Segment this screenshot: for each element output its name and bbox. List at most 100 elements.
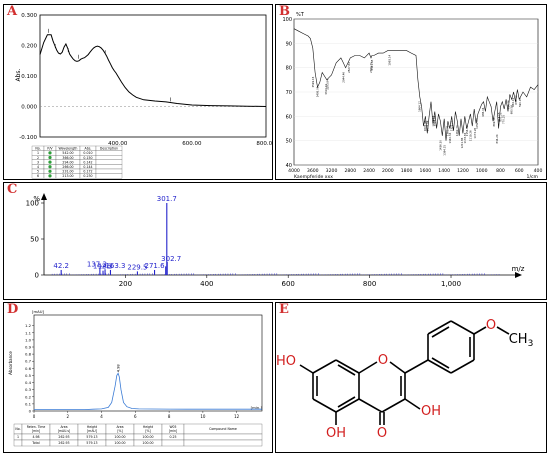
table-header-text: Abs. xyxy=(85,147,92,151)
table-cell-text: 366.00 xyxy=(62,156,73,160)
x-tick-label: 800 xyxy=(496,168,505,174)
table-cell-text: Total xyxy=(31,441,40,445)
y-tick-label: 0.1 xyxy=(25,401,32,406)
ir-peak-label: 1983.14 xyxy=(387,55,391,66)
table-cell xyxy=(161,439,185,447)
x-tick-label: 3200 xyxy=(326,168,338,174)
atom-label-ho: HO xyxy=(276,354,296,369)
peak-marker-dot xyxy=(48,169,52,173)
x-axis-arrow xyxy=(515,272,522,278)
table-header-text: W05 xyxy=(170,425,177,429)
y-tick-label: 70 xyxy=(286,90,292,96)
y-tick-label: 0 xyxy=(29,409,32,414)
table-cell xyxy=(95,155,123,160)
table-cell-text: 262.93 xyxy=(58,441,69,445)
y-tick-label: 0.300 xyxy=(21,13,37,19)
y-tick-label: 40 xyxy=(286,163,292,169)
panel-label: B xyxy=(279,4,290,19)
table-cell-text: 1 xyxy=(17,435,19,439)
table-cell-text: 6 xyxy=(37,174,39,178)
x-tick-label: 4 xyxy=(100,414,103,419)
x-tick-label: 400 xyxy=(534,168,543,174)
table-cell-text: 0.142 xyxy=(83,160,92,164)
panel-label: D xyxy=(7,302,19,317)
ir-peak-label: 1340.33 xyxy=(448,132,452,143)
atom-label-carbonyl-o: O xyxy=(377,426,387,441)
table-header-unit: [%] xyxy=(145,429,150,433)
table-cell xyxy=(183,433,263,441)
y-tick-label: 0.100 xyxy=(21,74,37,80)
y-tick-label: -0.100 xyxy=(19,135,37,141)
panel-c-mass-spectrum: C % m/z 0 50 100 200 400 600 800 1,000 42.2 137.3 16… xyxy=(3,182,547,300)
x-tick-label: 600 xyxy=(515,168,524,174)
table-cell xyxy=(95,150,123,156)
table-header-unit: [mAU.s] xyxy=(58,429,70,433)
x-tick-label: 2 xyxy=(67,414,70,419)
x-tick-label: 800.00 xyxy=(256,141,272,147)
peak-marker-dot xyxy=(48,155,52,160)
atom-label-oh-c5: OH xyxy=(326,426,346,441)
x-tick-label: 600 xyxy=(282,280,295,288)
hplc-trace xyxy=(34,372,262,410)
x-unit-label: 1/cm xyxy=(527,174,539,179)
table-cell-text: 3 xyxy=(37,160,39,164)
table-header-text: Description xyxy=(100,147,118,151)
ir-peak-label: 636.30 xyxy=(514,95,518,104)
table-header-unit: [%] xyxy=(117,429,122,433)
table-cell xyxy=(95,164,123,170)
table-cell xyxy=(13,439,23,447)
ir-peak-label: 1504.09 xyxy=(432,115,436,126)
ms-peak-label: 142.3 xyxy=(93,263,113,271)
ir-transmittance-line xyxy=(293,28,539,141)
y-tick-label: 1.1 xyxy=(25,330,32,335)
x-tick-label: 1000 xyxy=(476,168,488,174)
ms-peak-label: 42.2 xyxy=(53,262,69,270)
panel-b-ir-spectrum: B 100 90 80 70 60 50 40 4000 3600 3200 2800 2400 200… xyxy=(275,4,547,180)
y-tick-label: 0.7 xyxy=(25,359,32,364)
ir-peak-label: 814.15 xyxy=(497,112,501,121)
panel-e-chemical-structure: E xyxy=(275,302,547,453)
atom-label-ch3: CH3 xyxy=(509,332,534,349)
ms-chart: % m/z 0 50 100 200 400 600 800 1,000 42.2 137.3163.… xyxy=(26,193,525,288)
table-cell-text: 4 xyxy=(37,165,39,169)
peak-marker-dot xyxy=(48,151,52,155)
ir-peak-label: 1664.17 xyxy=(417,101,421,112)
ms-peak-label: 301.7 xyxy=(157,195,177,203)
x-unit-label: [min.] xyxy=(251,405,263,410)
table-cell-text: 0.150 xyxy=(83,156,92,160)
peak-marker-dot xyxy=(48,160,52,164)
table-cell-text: 100.00 xyxy=(114,441,125,445)
structure-bonds xyxy=(299,320,510,425)
panel-d-hplc-chromatogram: D 0 0.1 0.2 0.3 0.4 0.5 0.6 0.7 0.8 0.9 1.0 1.1 1.2 0… xyxy=(3,302,273,453)
ir-peak-label: 986.04 xyxy=(481,107,485,116)
table-cell-text: 579.13 xyxy=(86,435,97,439)
table-cell-text: 4.98 xyxy=(32,435,39,439)
y-tick-label: 0.4 xyxy=(25,380,32,385)
y-tick-label: 0.200 xyxy=(21,44,37,50)
table-header-unit: [min] xyxy=(32,429,40,433)
y-tick-label: 90 xyxy=(286,41,292,47)
ir-peak-label: 1361.71 xyxy=(446,125,450,136)
ir-peak-label: 590.10 xyxy=(518,98,522,107)
y-tick-label: 100 xyxy=(282,17,292,23)
y-tick-label: 0.3 xyxy=(25,387,32,392)
y-tick-label: 50 xyxy=(30,236,39,244)
methyl-subscript: 3 xyxy=(528,339,534,349)
ir-peak-label: 1605.46 xyxy=(423,120,427,131)
ms-peak-label: 302.7 xyxy=(161,255,181,263)
ir-peak-label: 1154.80 xyxy=(465,125,469,136)
panel-a-uv-spectrum: A 0.300 0.200 0.100 0.000 -0.100 400.00 600.00… xyxy=(3,4,273,180)
hplc-chart: 0 0.1 0.2 0.3 0.4 0.5 0.6 0.7 0.8 0.9 1.0 1.1 1.2 0 2 4… xyxy=(8,309,263,447)
y-tick-label: 0 xyxy=(35,272,39,280)
table-cell-text: 100.00 xyxy=(142,435,153,439)
table-header-unit: [min] xyxy=(169,429,177,433)
ms-peak-label: 146 xyxy=(98,263,112,271)
ir-peak-label: 1052.00 xyxy=(475,118,479,129)
x-tick-label: 4000 xyxy=(288,168,300,174)
atom-label-methoxy-o: O xyxy=(486,318,496,333)
plot-frame xyxy=(33,314,263,412)
x-tick-label: 12 xyxy=(234,414,240,419)
ir-peak-label: 1119.26 xyxy=(469,130,473,141)
x-tick-label: 1,000 xyxy=(441,280,461,288)
